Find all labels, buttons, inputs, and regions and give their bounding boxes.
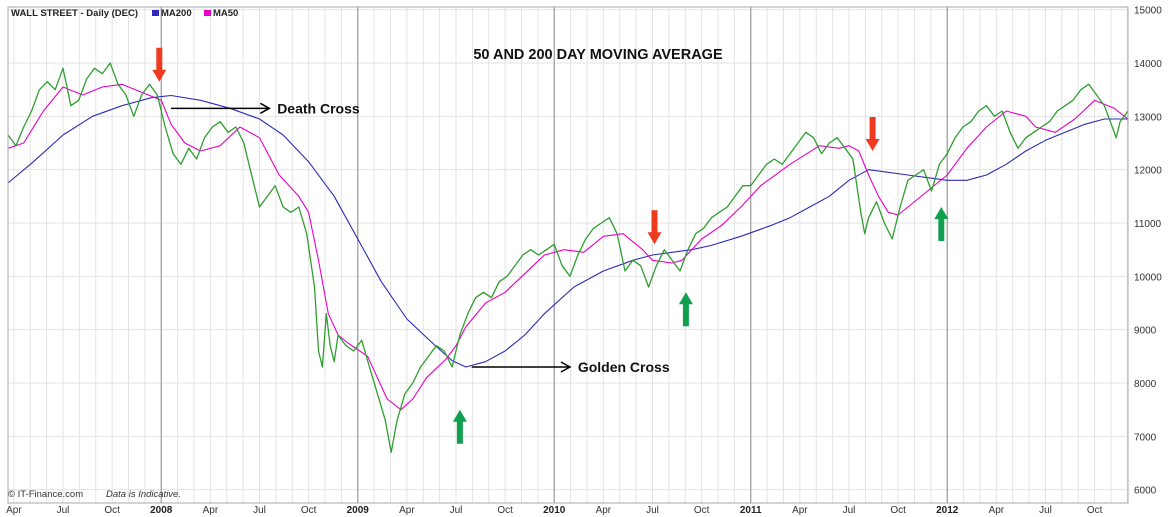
- copyright-text: © IT-Finance.com: [8, 489, 83, 500]
- x-tick-label: Apr: [989, 505, 1005, 516]
- annotation-arrowhead: [560, 361, 572, 373]
- y-tick-label: 9000: [1134, 326, 1157, 337]
- annotations: Death Cross Golden Cross: [171, 100, 670, 375]
- series-line: [7, 62, 1129, 453]
- legend-entry: MA50: [213, 8, 238, 19]
- x-tick-label: 2008: [150, 505, 173, 516]
- x-tick-label: Jul: [843, 505, 856, 516]
- axes: 6000 7000 8000 9000 10000 11000 12000 13000 1400…: [6, 6, 1162, 516]
- series-line: [7, 94, 1128, 368]
- x-tick-label: Oct: [301, 505, 317, 516]
- legend-entry: MA200: [161, 8, 192, 19]
- series-line: [7, 83, 1129, 411]
- y-tick-label: 13000: [1134, 112, 1162, 123]
- legend: MA200 MA50: [152, 8, 238, 19]
- buy-signal-arrow: [678, 292, 693, 327]
- annotation-arrowhead: [259, 102, 271, 114]
- x-tick-label: Apr: [792, 505, 808, 516]
- y-tick-label: 15000: [1134, 6, 1162, 17]
- buy-signal-arrow: [934, 207, 949, 241]
- sell-signal-arrow: [865, 117, 880, 151]
- y-tick-label: 10000: [1134, 272, 1162, 283]
- signal-arrows: [152, 47, 949, 444]
- disclaimer-text: Data is Indicative.: [106, 489, 181, 500]
- x-tick-label: Oct: [104, 505, 120, 516]
- x-tick-label: Apr: [596, 505, 612, 516]
- sell-signal-arrow: [647, 210, 662, 245]
- legend-swatch: [152, 10, 159, 16]
- y-tick-label: 11000: [1134, 219, 1162, 230]
- x-tick-label: Jul: [57, 505, 70, 516]
- chart-title: 50 AND 200 DAY MOVING AVERAGE: [473, 47, 723, 63]
- legend-swatch: [204, 10, 211, 16]
- x-tick-label: Jul: [450, 505, 463, 516]
- x-tick-label: 2010: [543, 505, 566, 516]
- x-tick-label: Oct: [497, 505, 513, 516]
- annotation-label: Golden Cross: [578, 359, 670, 375]
- x-tick-label: Jul: [1039, 505, 1052, 516]
- y-tick-label: 14000: [1134, 59, 1162, 70]
- x-tick-label: Jul: [646, 505, 659, 516]
- x-tick-label: Oct: [890, 505, 906, 516]
- x-tick-label: 2012: [936, 505, 959, 516]
- x-tick-label: Oct: [1087, 505, 1103, 516]
- x-tick-label: Oct: [694, 505, 710, 516]
- series-layer: [7, 62, 1129, 453]
- x-tick-label: Apr: [6, 505, 22, 516]
- grid: [8, 7, 1128, 503]
- annotation-label: Death Cross: [277, 100, 360, 116]
- y-tick-label: 7000: [1134, 432, 1157, 443]
- x-tick-label: Jul: [253, 505, 266, 516]
- x-tick-label: 2011: [740, 505, 762, 516]
- x-tick-label: Apr: [203, 505, 219, 516]
- x-tick-label: 2009: [347, 505, 370, 516]
- instrument-label: WALL STREET - Daily (DEC): [11, 8, 138, 19]
- plot-frame: [7, 6, 1129, 504]
- x-tick-label: Apr: [399, 505, 415, 516]
- y-tick-label: 6000: [1134, 486, 1157, 497]
- y-tick-label: 12000: [1134, 166, 1162, 177]
- y-tick-label: 8000: [1134, 379, 1157, 390]
- sell-signal-arrow: [152, 47, 167, 82]
- buy-signal-arrow: [452, 409, 467, 444]
